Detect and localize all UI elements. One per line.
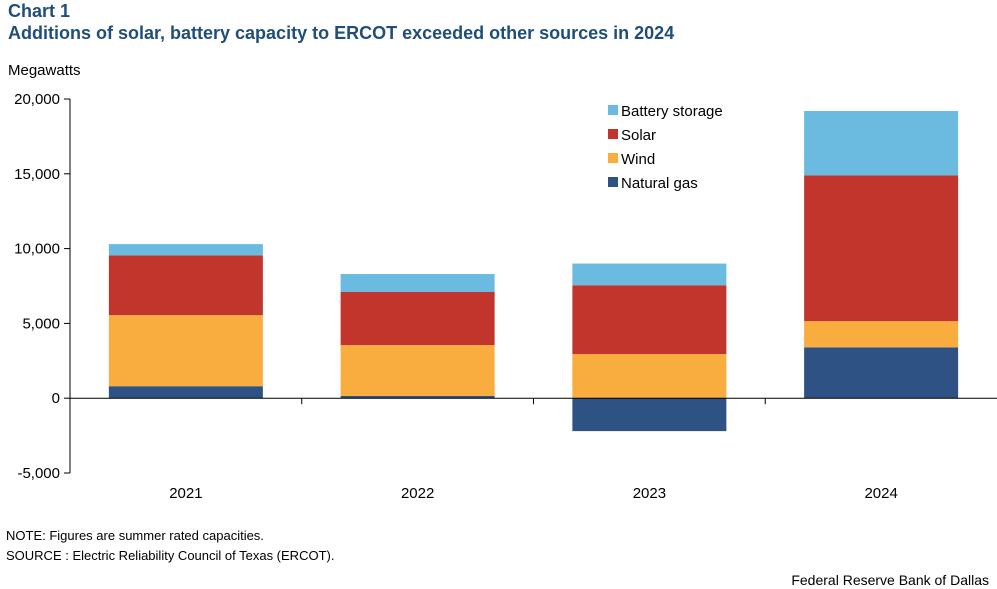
y-tick-label: 10,000 xyxy=(14,241,60,258)
bar-solar-2023 xyxy=(572,285,727,355)
bar-wind-2021 xyxy=(108,315,263,387)
legend-swatch-wind xyxy=(608,153,618,163)
x-tick-label-2023: 2023 xyxy=(633,485,666,502)
credit-line: Federal Reserve Bank of Dallas xyxy=(791,572,989,588)
x-tick-label-2021: 2021 xyxy=(169,485,202,502)
bar-natural-gas-2024 xyxy=(804,347,959,399)
legend-label-natural-gas: Natural gas xyxy=(621,175,698,192)
bar-battery-storage-2021 xyxy=(108,244,263,256)
bar-solar-2022 xyxy=(340,291,495,346)
bar-natural-gas-2023 xyxy=(572,398,727,432)
y-axis-unit-label: Megawatts xyxy=(8,62,81,79)
y-tick-label: 5,000 xyxy=(22,315,60,332)
bar-wind-2022 xyxy=(340,345,495,396)
bar-solar-2021 xyxy=(108,255,263,316)
y-tick-label: 0 xyxy=(52,390,60,407)
legend-swatch-battery-storage xyxy=(608,105,618,115)
legend-label-solar: Solar xyxy=(621,127,656,144)
y-tick-label: -5,000 xyxy=(17,465,60,482)
bar-natural-gas-2022 xyxy=(340,395,495,399)
bar-battery-storage-2022 xyxy=(340,274,495,292)
bar-wind-2023 xyxy=(572,354,727,399)
source-line: SOURCE : Electric Reliability Council of… xyxy=(6,548,335,563)
x-tick-label-2024: 2024 xyxy=(864,485,897,502)
bar-battery-storage-2023 xyxy=(572,263,727,286)
bar-battery-storage-2024 xyxy=(804,110,959,176)
legend-swatch-natural-gas xyxy=(608,177,618,187)
legend-label-wind: Wind xyxy=(621,151,655,168)
legend-swatch-solar xyxy=(608,129,618,139)
chart-title: Additions of solar, battery capacity to … xyxy=(8,23,675,43)
bar-solar-2024 xyxy=(804,175,959,322)
y-tick-label: 15,000 xyxy=(14,166,60,183)
footnote: NOTE: Figures are summer rated capacitie… xyxy=(6,528,264,543)
bar-natural-gas-2021 xyxy=(108,386,263,399)
bar-wind-2024 xyxy=(804,321,959,348)
x-tick-label-2022: 2022 xyxy=(401,485,434,502)
chart-label: Chart 1 xyxy=(8,1,71,21)
legend-label-battery-storage: Battery storage xyxy=(621,103,723,120)
y-tick-label: 20,000 xyxy=(14,91,60,108)
